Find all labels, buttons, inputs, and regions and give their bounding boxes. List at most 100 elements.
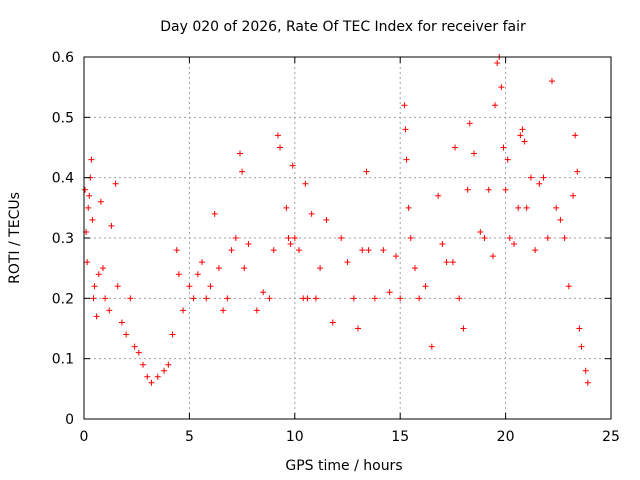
data-point [95, 271, 102, 278]
data-point [371, 295, 378, 302]
data-point [561, 235, 568, 241]
data-point [489, 253, 496, 260]
data-point [582, 367, 589, 374]
data-point [428, 343, 435, 350]
data-point [169, 331, 176, 338]
data-point [161, 367, 168, 374]
data-point [494, 60, 501, 67]
y-tick-label: 0 [65, 412, 74, 428]
data-point [228, 247, 235, 254]
data-point [452, 144, 459, 151]
data-point [82, 186, 89, 193]
data-point [344, 259, 351, 266]
data-point [220, 307, 227, 314]
data-point [86, 192, 93, 199]
data-point [397, 295, 404, 302]
data-point [464, 186, 471, 193]
data-point [536, 180, 543, 187]
data-point [245, 241, 252, 248]
data-point [363, 168, 370, 175]
x-tick-label: 10 [286, 429, 304, 445]
data-point [85, 204, 92, 211]
data-point [277, 144, 284, 151]
data-point [403, 156, 410, 163]
data-point [540, 174, 547, 181]
data-point [211, 210, 218, 217]
data-point [291, 235, 298, 241]
data-point [270, 247, 277, 254]
data-point [165, 361, 172, 368]
data-point [523, 204, 530, 211]
data-point [401, 102, 408, 109]
data-point [302, 180, 309, 187]
y-tick-label: 0.4 [52, 171, 74, 187]
data-point [572, 132, 579, 139]
chart-title: Day 020 of 2026, Rate Of TEC Index for r… [160, 19, 526, 35]
data-point [485, 186, 492, 193]
data-point [405, 204, 412, 211]
data-point [515, 204, 522, 211]
y-tick-label: 0.2 [52, 291, 74, 307]
data-point [260, 289, 267, 296]
data-point [239, 168, 246, 175]
data-point [407, 235, 414, 241]
data-point [449, 259, 456, 266]
data-point [355, 325, 362, 332]
data-point [118, 319, 125, 326]
data-point [253, 307, 260, 314]
data-point [338, 235, 345, 241]
data-point [544, 235, 551, 241]
data-point [285, 235, 292, 241]
data-point [466, 120, 473, 127]
data-point [194, 271, 201, 278]
data-point [416, 295, 423, 302]
grid-lines [84, 57, 611, 419]
data-point [175, 271, 182, 278]
data-point [506, 235, 513, 241]
data-point [574, 168, 581, 175]
data-point [317, 265, 324, 272]
data-point [565, 283, 572, 290]
x-tick-label: 15 [391, 429, 409, 445]
y-tick-label: 0.3 [52, 231, 74, 247]
data-point [274, 132, 281, 139]
data-point [578, 343, 585, 350]
data-point [140, 361, 147, 368]
data-point [477, 228, 484, 235]
data-point [439, 241, 446, 248]
data-point [102, 295, 109, 302]
data-point [511, 241, 518, 248]
data-point [365, 247, 372, 254]
data-point [502, 186, 509, 193]
data-point [521, 138, 528, 145]
data-point [93, 313, 100, 320]
data-point [232, 235, 239, 241]
data-point [519, 126, 526, 133]
data-point [435, 192, 442, 199]
axis-ticks: 0 5 10 15 20 25 0 0.1 0.2 0.3 0.4 0.5 0.6 [52, 50, 620, 445]
data-point [236, 150, 243, 157]
data-point [91, 283, 98, 290]
data-point [283, 204, 290, 211]
data-point [84, 259, 91, 266]
data-point [289, 162, 296, 169]
data-point [584, 379, 591, 386]
data-point [180, 307, 187, 314]
data-point [350, 295, 357, 302]
data-point [90, 295, 97, 302]
data-point [532, 247, 539, 254]
data-point [173, 247, 180, 254]
plot-frame [83, 56, 612, 420]
x-tick-label: 0 [80, 429, 89, 445]
data-point [470, 150, 477, 157]
data-point [422, 283, 429, 290]
data-point [443, 259, 450, 266]
data-point [224, 295, 231, 302]
data-point [380, 247, 387, 254]
data-point [500, 144, 507, 151]
data-point [88, 156, 95, 163]
data-point [203, 295, 210, 302]
data-point [186, 283, 193, 290]
data-point [402, 126, 409, 133]
data-point [308, 210, 315, 217]
